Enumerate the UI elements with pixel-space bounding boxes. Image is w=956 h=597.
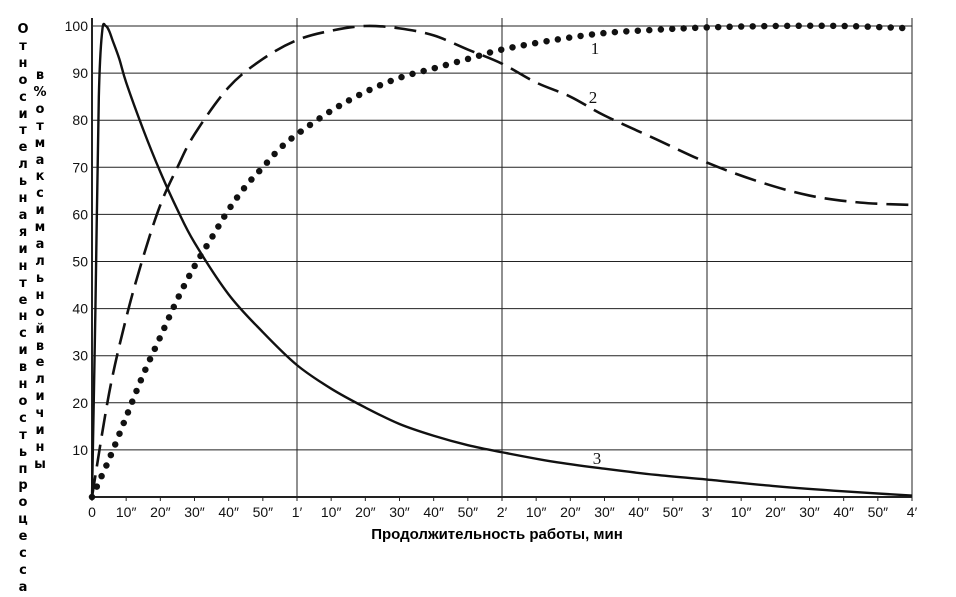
y-tick-label: 10 bbox=[72, 442, 88, 458]
x-tick-label: 2′ bbox=[497, 504, 508, 520]
x-tick-label: 50″ bbox=[868, 504, 889, 520]
series-labels: 1 2 3 bbox=[589, 39, 602, 468]
y-axis-label-part2: в % от максимальной величины bbox=[33, 68, 47, 472]
series-line-1 bbox=[88, 22, 916, 501]
x-tick-label: 4′ bbox=[907, 504, 918, 520]
x-tick-label: 10″ bbox=[526, 504, 547, 520]
x-tick-label: 30″ bbox=[594, 504, 615, 520]
y-tick-label: 30 bbox=[72, 348, 88, 364]
x-tick-label: 50″ bbox=[663, 504, 684, 520]
series-group bbox=[88, 22, 916, 501]
series-label-3: 3 bbox=[593, 449, 602, 468]
x-tick-label: 20″ bbox=[560, 504, 581, 520]
series-label-1: 1 bbox=[591, 39, 600, 58]
y-tick-label: 60 bbox=[72, 206, 88, 222]
x-tick-label: 20″ bbox=[150, 504, 171, 520]
x-tick-label: 30″ bbox=[799, 504, 820, 520]
y-tick-label: 40 bbox=[72, 301, 88, 317]
x-axis-ticks: 0 10″ 20″ 30″ 40″ 50″ 1′ 10″ 20″ 30″ 40″ 50″ 2′ 10″ 20… bbox=[88, 497, 918, 520]
grid bbox=[91, 18, 913, 498]
x-tick-label: 10″ bbox=[731, 504, 752, 520]
series-line-3 bbox=[90, 22, 913, 498]
x-tick-label: 40″ bbox=[423, 504, 444, 520]
y-tick-label: 50 bbox=[72, 254, 88, 270]
x-tick-label: 20″ bbox=[765, 504, 786, 520]
x-tick-label: 50″ bbox=[458, 504, 479, 520]
chart: 10 20 30 40 50 60 70 80 90 100 0 10″ 20″ 30″ 40″ 50″ 1′… bbox=[65, 18, 918, 543]
x-tick-label: 10″ bbox=[321, 504, 342, 520]
x-tick-label: 30″ bbox=[389, 504, 410, 520]
y-axis-label-part1: Относительная интенсивность процесса bbox=[17, 22, 29, 595]
series-line-2 bbox=[90, 24, 913, 498]
x-tick-label: 3′ bbox=[702, 504, 713, 520]
y-tick-label: 70 bbox=[72, 159, 88, 175]
series-label-2: 2 bbox=[589, 88, 598, 107]
x-tick-label: 0 bbox=[88, 504, 96, 520]
x-tick-label: 1′ bbox=[292, 504, 303, 520]
y-axis-ticks: 10 20 30 40 50 60 70 80 90 100 bbox=[65, 18, 89, 458]
x-tick-label: 40″ bbox=[628, 504, 649, 520]
x-axis-label: Продолжительность работы, мин bbox=[371, 526, 623, 543]
y-tick-label: 80 bbox=[72, 112, 88, 128]
x-tick-label: 40″ bbox=[833, 504, 854, 520]
x-tick-label: 20″ bbox=[355, 504, 376, 520]
x-tick-label: 40″ bbox=[218, 504, 239, 520]
y-tick-label: 20 bbox=[72, 395, 88, 411]
x-tick-label: 30″ bbox=[184, 504, 205, 520]
y-tick-label: 100 bbox=[65, 18, 89, 34]
x-tick-label: 10″ bbox=[116, 504, 137, 520]
x-tick-label: 50″ bbox=[253, 504, 274, 520]
y-tick-label: 90 bbox=[72, 65, 88, 81]
